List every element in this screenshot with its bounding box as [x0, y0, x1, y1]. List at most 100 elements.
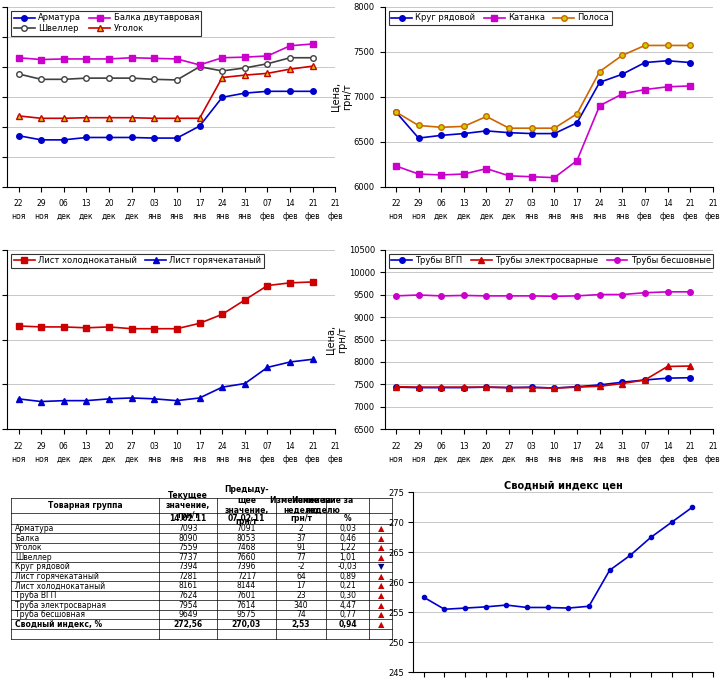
Text: дек: дек — [456, 212, 471, 221]
Text: 91: 91 — [296, 543, 306, 552]
Трубы электросварные — [595, 382, 604, 390]
Уголок — [37, 114, 45, 122]
Text: 21: 21 — [685, 442, 695, 451]
Катанка — [663, 83, 672, 91]
Legend: Трубы ВГП, Трубы электросварные, Трубы бесшовные: Трубы ВГП, Трубы электросварные, Трубы б… — [389, 254, 714, 268]
Text: 2,53: 2,53 — [292, 620, 310, 629]
Text: дек: дек — [79, 455, 94, 464]
Арматура — [195, 122, 204, 130]
Круг рядовой — [392, 108, 400, 116]
Катанка — [550, 174, 559, 182]
Балка двутавровая — [308, 40, 317, 48]
Text: 4,47: 4,47 — [339, 600, 356, 610]
Text: 07.02.11: 07.02.11 — [228, 514, 265, 523]
Балка двутавровая — [104, 55, 113, 63]
Трубы ВГП — [641, 376, 649, 384]
Y-axis label: Цена,
грн/т: Цена, грн/т — [330, 82, 352, 111]
Text: ▲: ▲ — [377, 610, 384, 619]
Трубы бесшовные — [414, 291, 423, 299]
Line: Уголок: Уголок — [16, 63, 315, 121]
Text: Лист холоднокатаный: Лист холоднокатаный — [15, 581, 105, 591]
Text: Труба электросварная: Труба электросварная — [15, 600, 106, 610]
Круг рядовой — [550, 130, 559, 138]
Text: Товарная группа: Товарная группа — [48, 501, 122, 510]
Text: янв: янв — [570, 455, 584, 464]
Лист горячекатаный — [60, 397, 68, 405]
Text: дек: дек — [434, 455, 449, 464]
Text: 7559: 7559 — [179, 543, 198, 552]
Полоса — [641, 41, 649, 50]
Уголок — [173, 114, 181, 122]
Лист горячекатаный — [37, 397, 45, 405]
Text: дек: дек — [125, 212, 139, 221]
Лист холоднокатаный — [173, 325, 181, 333]
Text: 7468: 7468 — [237, 543, 256, 552]
Полоса — [595, 67, 604, 75]
Text: 7217: 7217 — [237, 572, 256, 581]
Text: 7091: 7091 — [237, 524, 256, 533]
Text: 21: 21 — [685, 199, 695, 208]
Трубы ВГП — [686, 373, 695, 382]
Text: дек: дек — [502, 455, 516, 464]
Text: 14: 14 — [285, 199, 295, 208]
Text: 270,03: 270,03 — [232, 620, 261, 629]
Полоса — [528, 124, 536, 132]
Text: ноя: ноя — [34, 212, 48, 221]
Лист горячекатаный — [127, 394, 136, 402]
Text: 14.02.11: 14.02.11 — [169, 514, 207, 523]
Text: Круг рядовой: Круг рядовой — [15, 562, 70, 571]
Трубы ВГП — [595, 381, 604, 389]
Text: 27: 27 — [504, 442, 514, 451]
Text: 14: 14 — [662, 199, 672, 208]
Text: 10: 10 — [549, 442, 559, 451]
Арматура — [286, 87, 294, 95]
Text: дек: дек — [456, 455, 471, 464]
Уголок — [127, 113, 136, 122]
Круг рядовой — [641, 58, 649, 67]
Text: янв: янв — [215, 455, 230, 464]
Text: 07: 07 — [640, 199, 649, 208]
Трубы ВГП — [663, 374, 672, 382]
Text: Изменение за
неделю: Изменение за неделю — [292, 496, 353, 515]
Швеллер — [218, 67, 227, 75]
Text: 7954: 7954 — [179, 600, 198, 610]
Катанка — [595, 102, 604, 110]
Швеллер — [37, 75, 45, 84]
Круг рядовой — [618, 70, 626, 78]
Трубы электросварные — [414, 383, 423, 391]
Text: 31: 31 — [240, 442, 250, 451]
Трубы бесшовные — [572, 292, 581, 300]
Швеллер — [127, 74, 136, 82]
Text: 64: 64 — [296, 572, 306, 581]
Line: Лист холоднокатаный: Лист холоднокатаный — [16, 279, 315, 331]
Text: фев: фев — [282, 455, 298, 464]
Text: Балка: Балка — [15, 534, 39, 543]
Уголок — [150, 114, 158, 122]
Title: Сводный индекс цен: Сводный индекс цен — [504, 480, 623, 490]
Text: ноя: ноя — [411, 455, 426, 464]
Лист горячекатаный — [286, 358, 294, 366]
Катанка — [414, 170, 423, 178]
Text: 03: 03 — [150, 442, 159, 451]
Text: 0,21: 0,21 — [339, 581, 356, 591]
Text: 27: 27 — [127, 199, 137, 208]
Line: Лист горячекатаный: Лист горячекатаный — [16, 356, 315, 404]
Уголок — [195, 114, 204, 122]
Line: Катанка: Катанка — [393, 83, 693, 181]
Text: 24: 24 — [595, 442, 605, 451]
Text: 20: 20 — [104, 442, 114, 451]
Text: 24: 24 — [217, 199, 227, 208]
Уголок — [308, 62, 317, 70]
Text: дек: дек — [479, 212, 494, 221]
Полоса — [686, 41, 695, 50]
Text: янв: янв — [170, 212, 184, 221]
Line: Швеллер: Швеллер — [16, 55, 315, 83]
Трубы ВГП — [528, 383, 536, 391]
Круг рядовой — [572, 119, 581, 127]
Text: янв: янв — [215, 212, 230, 221]
Text: 06: 06 — [436, 442, 446, 451]
Уголок — [104, 113, 113, 122]
Катанка — [572, 156, 581, 164]
Катанка — [482, 164, 491, 172]
Text: 21: 21 — [330, 199, 340, 208]
